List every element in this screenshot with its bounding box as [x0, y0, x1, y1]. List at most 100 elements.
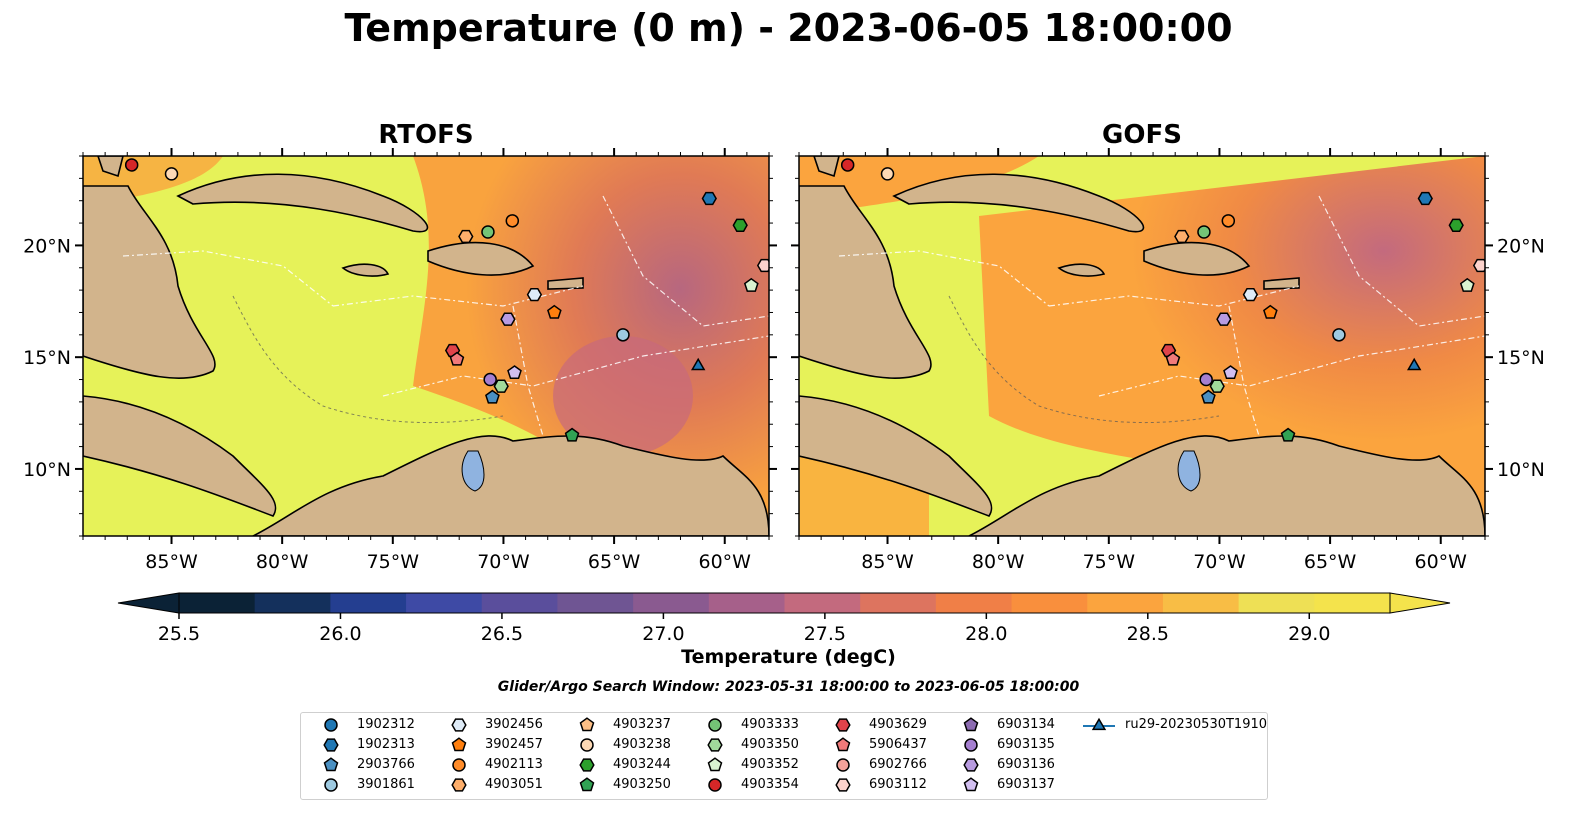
colorbar-segment: [179, 593, 256, 613]
legend-item: 5906437: [825, 737, 1005, 753]
colorbar-segment: [1314, 593, 1391, 613]
land-mass: [892, 173, 1145, 233]
float-marker-4903354: [840, 158, 855, 172]
float-marker-4903238: [880, 167, 895, 181]
colorbar-tick-label: 28.5: [1127, 623, 1169, 645]
warm-region: [979, 156, 1485, 536]
legend-marker-icon: [579, 758, 595, 772]
legend-marker-icon: [451, 718, 467, 732]
legend-marker: [835, 718, 851, 732]
legend-marker: [580, 738, 594, 752]
legend-label: 4903629: [869, 717, 927, 732]
legend-label: 6903135: [997, 737, 1055, 752]
search-window-caption: Glider/Argo Search Window: 2023-05-31 18…: [497, 679, 1080, 695]
float-marker-4903051: [458, 229, 474, 244]
eez-boundary: [1228, 305, 1260, 437]
x-tick-label: 75°W: [367, 551, 420, 573]
bathymetry-contour: [232, 295, 504, 424]
legend-marker-icon: [579, 717, 595, 732]
legend-marker: [452, 758, 466, 772]
legend-item: 6903112: [825, 777, 1005, 793]
legend-marker-icon: [323, 738, 339, 752]
float-marker-3902456: [526, 287, 543, 302]
float-marker-1902313: [1417, 191, 1433, 206]
eez-boundary: [1098, 335, 1485, 397]
y-tick-label: 20°N: [23, 235, 71, 257]
float-marker-4903354: [124, 158, 139, 172]
colorbar-segment: [1087, 593, 1164, 613]
legend-marker-icon: [964, 738, 978, 752]
panel-title-rtofs: RTOFS: [378, 120, 474, 150]
legend-marker-icon: [836, 758, 850, 772]
legend-label: 5906437: [869, 737, 927, 752]
legend-item: 4902113: [441, 757, 621, 773]
eddy: [553, 336, 693, 456]
legend-label: 1902313: [357, 737, 415, 752]
colorbar-tick-label: 28.0: [965, 623, 1007, 645]
x-tick-label: 60°W: [699, 551, 752, 573]
legend-marker: [323, 757, 339, 772]
legend-label: 6903136: [997, 757, 1055, 772]
float-marker-6903137: [507, 365, 522, 380]
legend-marker-icon: [963, 717, 979, 732]
float-marker-6903136: [500, 312, 516, 326]
legend-label: 4903244: [613, 757, 671, 772]
x-tick-label: 80°W: [972, 551, 1025, 573]
legend-label: 1902312: [357, 717, 415, 732]
legend-marker-icon: [452, 758, 466, 772]
legend-item: ru29-20230530T1910: [1081, 717, 1267, 733]
legend-label: 4902113: [485, 757, 543, 772]
legend-label: 6902766: [869, 757, 927, 772]
float-marker-6903137: [1223, 365, 1238, 380]
y-tick-label: 15°N: [1497, 347, 1545, 369]
legend-item: 4903237: [569, 717, 749, 733]
legend-marker-icon: [835, 778, 851, 792]
land-mass: [1057, 263, 1106, 277]
land-mass: [176, 173, 429, 233]
legend-label: 4903238: [613, 737, 671, 752]
colorbar-tick-label: 25.5: [158, 623, 200, 645]
colorbar-tick-label: 27.0: [642, 623, 684, 645]
legend-item: 4903238: [569, 737, 749, 753]
legend-label: 3901861: [357, 777, 415, 792]
colorbar-tick-label: 29.0: [1288, 623, 1330, 645]
lake-maracaibo: [461, 450, 485, 492]
float-marker-4903238: [164, 167, 179, 181]
legend-marker-icon: [324, 778, 338, 792]
float-marker-3902456: [1242, 287, 1259, 302]
float-marker-4903250: [564, 427, 580, 442]
legend-label: 4903250: [613, 777, 671, 792]
legend-marker-icon: [835, 718, 851, 732]
x-tick-label: 70°W: [477, 551, 530, 573]
colorbar-segment: [406, 593, 483, 613]
map-frame: [798, 155, 1486, 537]
float-marker-4903244: [732, 218, 748, 232]
colorbar-segment: [1162, 593, 1240, 613]
eez-boundary: [332, 285, 584, 307]
colorbar-segment: [1011, 593, 1088, 613]
x-tick-label: 75°W: [1083, 551, 1136, 573]
float-marker-5906437: [1165, 351, 1181, 366]
legend-item: 4903354: [697, 777, 877, 793]
x-tick-label: 85°W: [861, 551, 914, 573]
colorbar-segment: [935, 593, 1013, 613]
legend-label: 3902456: [485, 717, 543, 732]
float-marker-6903112: [756, 258, 769, 273]
lake-maracaibo: [1177, 450, 1201, 492]
float-marker-3902457: [547, 304, 562, 319]
float-marker-ru29-20230530T1910: [690, 357, 706, 371]
legend-marker: [963, 758, 979, 772]
legend-label: 4903237: [613, 717, 671, 732]
legend-marker-icon: [324, 718, 338, 732]
legend-label: 6903134: [997, 717, 1055, 732]
legend-label: 3902457: [485, 737, 543, 752]
legend-item: 4903629: [825, 717, 1005, 733]
legend-marker-icon: [451, 778, 467, 792]
colorbar-segment: [481, 593, 558, 613]
legend-marker: [1091, 717, 1107, 731]
float-marker-4903352: [1459, 277, 1475, 292]
float-marker-4903250: [1280, 427, 1296, 442]
eez-boundary: [512, 305, 544, 437]
legend-item: 2903766: [313, 757, 493, 773]
legend: 1902312 1902313 2903766 3901861 3902456 39024…: [300, 712, 1268, 800]
